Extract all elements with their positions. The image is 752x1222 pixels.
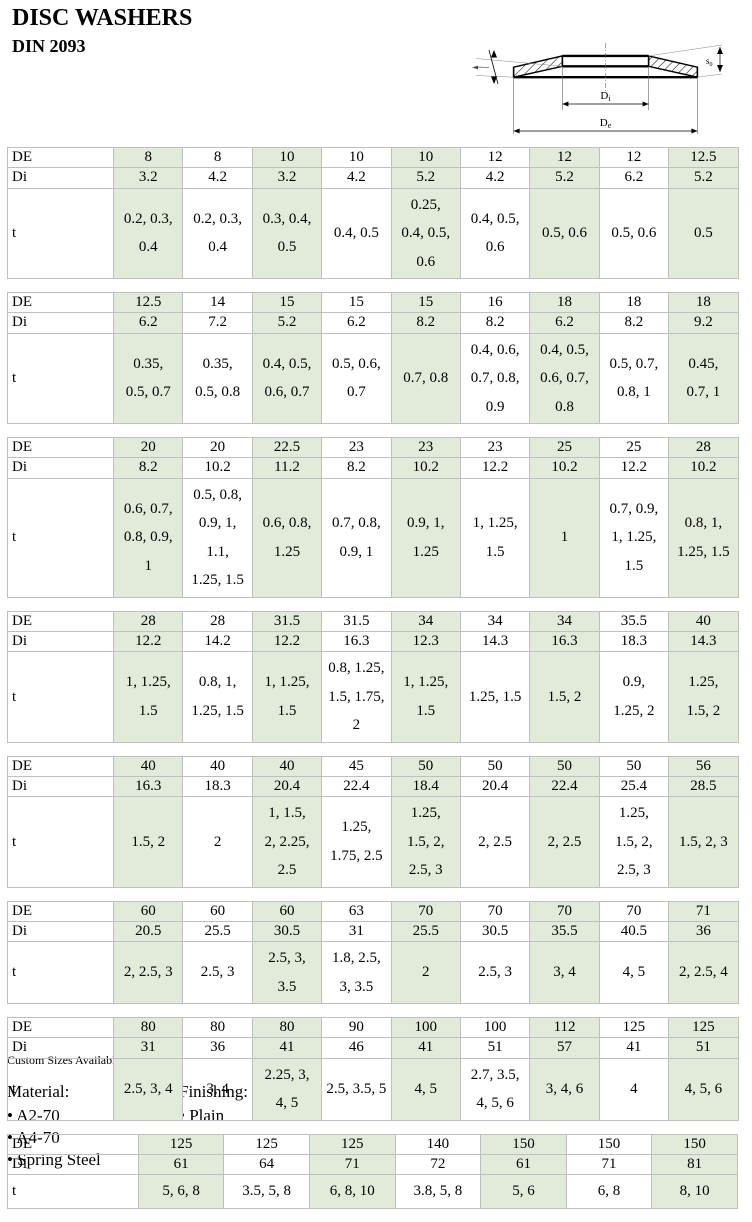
- svg-text:De: De: [600, 117, 612, 130]
- svg-text:Di: Di: [600, 90, 611, 103]
- svg-text:s0: s0: [706, 56, 713, 68]
